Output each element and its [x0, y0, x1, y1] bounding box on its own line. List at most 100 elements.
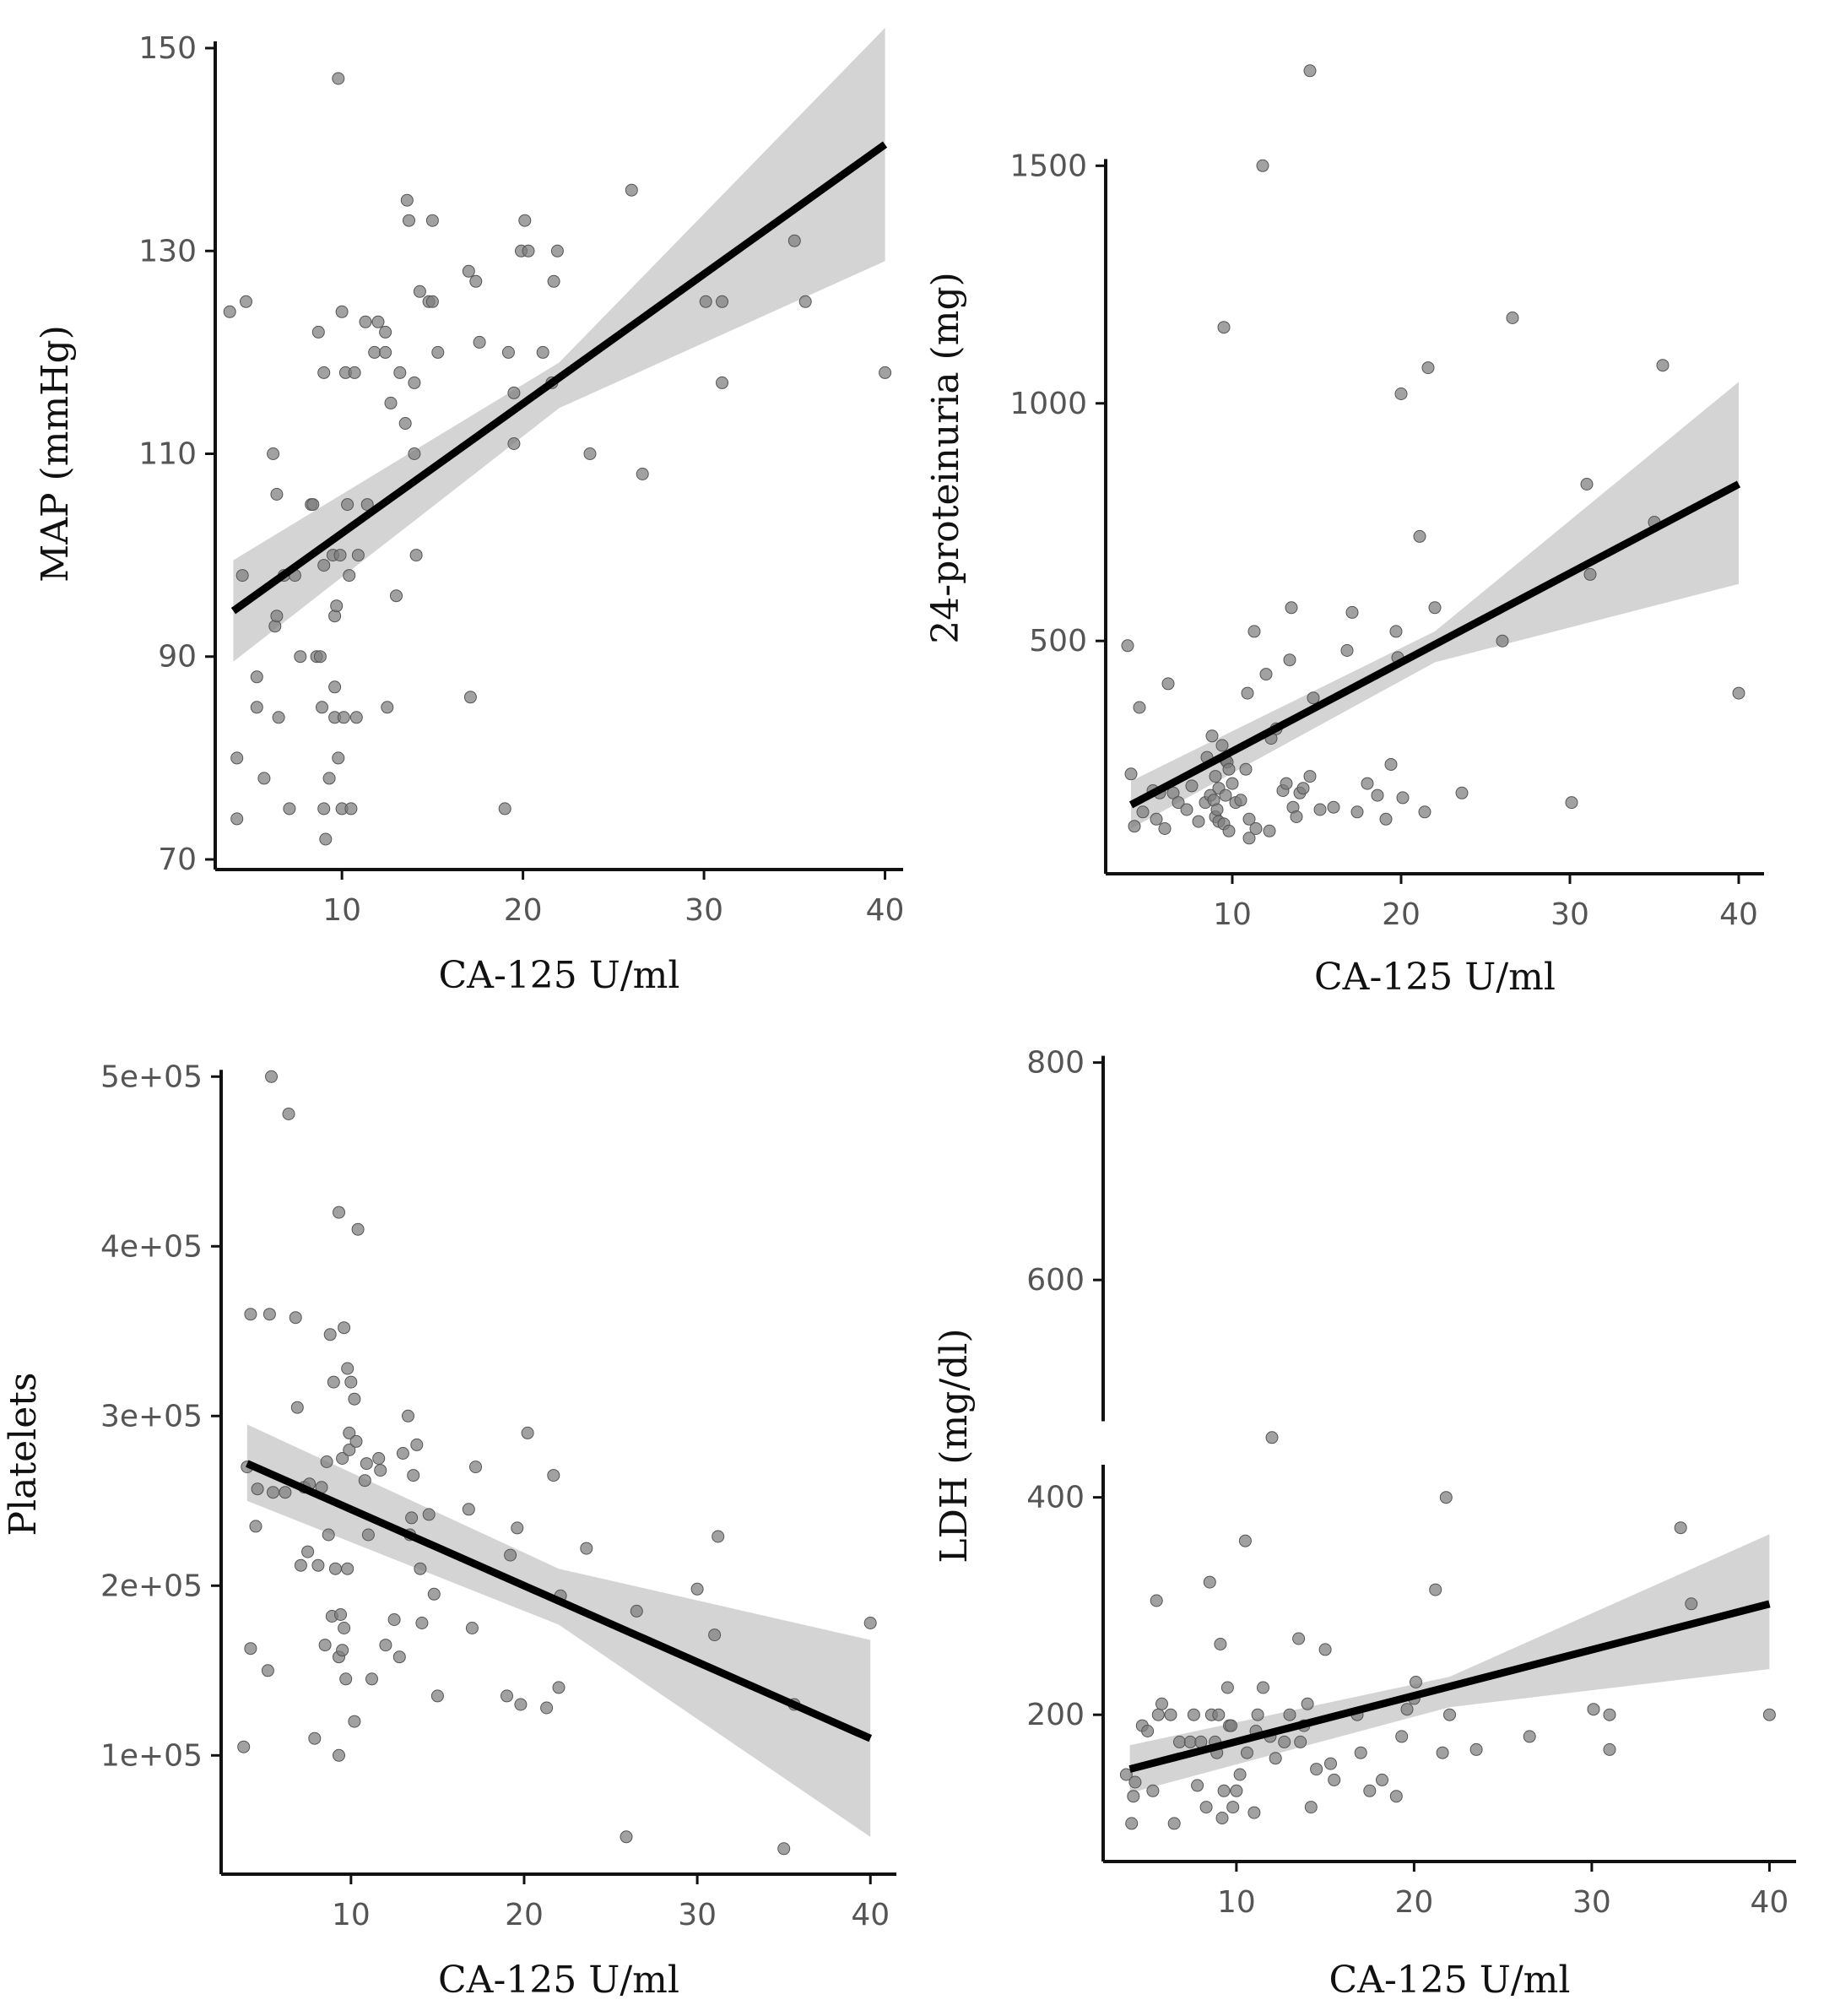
data-point: [1173, 1735, 1186, 1748]
data-point: [1439, 1491, 1453, 1504]
data-point: [290, 1401, 304, 1414]
data-point: [863, 1617, 877, 1629]
data-point: [463, 691, 477, 704]
data-point: [343, 569, 356, 583]
data-point: [267, 447, 280, 460]
data-point: [267, 1486, 279, 1499]
data-point: [1222, 824, 1236, 837]
data-point: [777, 1842, 791, 1856]
data-point: [1210, 803, 1224, 816]
x-axis-title: CA-125 U/ml: [438, 1959, 679, 2002]
data-point: [343, 1444, 356, 1456]
data-point: [522, 244, 535, 257]
data-point: [1265, 1431, 1279, 1444]
data-point: [501, 1689, 513, 1703]
data-point: [316, 701, 328, 714]
data-point: [1263, 824, 1276, 837]
data-point: [1158, 822, 1172, 835]
data-point: [341, 1562, 354, 1575]
data-point: [1249, 822, 1263, 835]
data-point: [1136, 805, 1150, 819]
data-point: [1155, 1697, 1168, 1710]
data-point: [1523, 1730, 1536, 1743]
data-point: [550, 244, 564, 257]
x-tick-label: 30: [1550, 897, 1589, 932]
data-point: [1389, 1790, 1403, 1803]
data-point: [413, 285, 426, 298]
data-point: [337, 711, 350, 724]
data-point: [462, 1503, 475, 1516]
data-point: [279, 1486, 292, 1499]
data-point: [359, 315, 372, 328]
data-point: [1394, 387, 1408, 400]
data-point: [317, 802, 331, 816]
x-tick-label: 20: [505, 1898, 544, 1932]
y-tick-label: 110: [138, 437, 197, 472]
data-point: [1203, 1575, 1216, 1589]
data-point: [1259, 668, 1273, 681]
y-axis-title: MAP (mmHg): [34, 325, 77, 583]
data-point: [240, 295, 252, 308]
data-point: [408, 447, 421, 460]
data-point: [462, 264, 475, 278]
data-point: [1396, 791, 1410, 805]
data-point: [349, 711, 363, 724]
data-point: [1238, 1534, 1252, 1547]
data-point: [381, 701, 394, 714]
y-tick-label: 1000: [1009, 387, 1087, 421]
data-point: [348, 1715, 361, 1728]
y-tick-label: 500: [1029, 624, 1087, 658]
data-point: [1225, 1719, 1238, 1732]
data-point: [1354, 1746, 1367, 1759]
y-tick-label: 800: [1026, 1046, 1085, 1081]
y-tick-label: 150: [138, 31, 197, 66]
data-point: [1121, 639, 1134, 653]
data-point: [1241, 686, 1254, 700]
data-point: [1220, 1681, 1234, 1694]
data-point: [1219, 789, 1232, 802]
y-tick-label: 3e+05: [100, 1399, 203, 1433]
data-point: [1656, 359, 1670, 372]
data-point: [625, 183, 638, 197]
data-point: [1119, 1768, 1133, 1781]
data-point: [348, 1392, 361, 1406]
x-tick-label: 40: [851, 1898, 890, 1932]
data-point: [1256, 159, 1269, 172]
data-point: [1762, 1708, 1776, 1721]
data-point: [351, 549, 365, 562]
data-point: [1371, 789, 1384, 802]
data-point: [427, 1587, 441, 1601]
data-point: [787, 234, 801, 247]
data-point: [1269, 1752, 1282, 1765]
data-point: [1443, 1708, 1456, 1721]
data-point: [1205, 729, 1219, 743]
data-point: [1209, 770, 1222, 783]
data-point: [712, 1530, 725, 1543]
data-point: [1212, 1708, 1226, 1721]
y-tick-label: 1500: [1009, 149, 1087, 183]
data-point: [1361, 777, 1374, 790]
data-point: [415, 1617, 429, 1629]
data-point: [1296, 782, 1310, 795]
y-tick-label: 1e+05: [100, 1738, 203, 1773]
y-tick-label: 4e+05: [100, 1229, 203, 1264]
data-point: [1395, 1730, 1409, 1743]
data-point: [262, 1308, 276, 1321]
chart-panel-1: 10 20 30 40 70 90 110 130 150 CA-125 U/ml MAP (mmH…: [34, 28, 904, 997]
data-point: [1303, 770, 1317, 783]
data-point: [294, 1558, 307, 1572]
data-point: [1192, 815, 1205, 828]
data-point: [1565, 796, 1578, 810]
data-point: [400, 193, 414, 207]
x-tick-label: 20: [1394, 1885, 1433, 1920]
data-point: [1310, 1763, 1323, 1776]
data-point: [422, 1508, 436, 1521]
data-point: [1191, 1779, 1204, 1792]
data-point: [465, 1622, 479, 1634]
data-point: [372, 1452, 386, 1465]
data-point: [333, 1748, 345, 1762]
data-point: [1506, 312, 1519, 324]
data-point: [270, 488, 284, 501]
y-tick-label: 200: [1026, 1698, 1085, 1732]
data-point: [1685, 1597, 1698, 1611]
